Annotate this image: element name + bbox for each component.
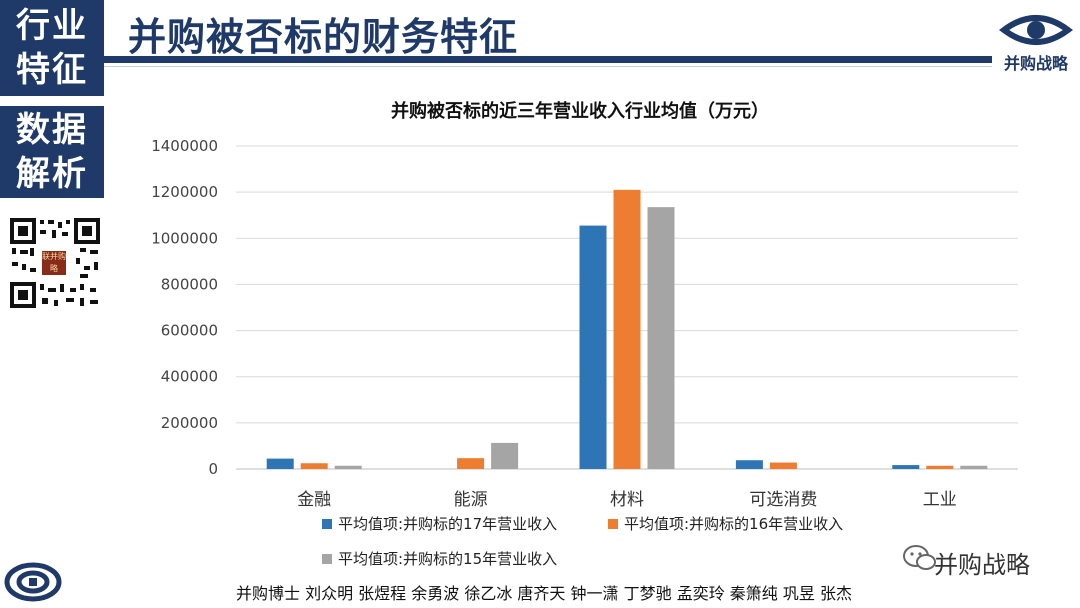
legend-label: 平均值项:并购标的16年营业收入	[624, 515, 843, 533]
legend-swatch	[608, 519, 618, 529]
sidebar-box-industry-line2: 特征	[16, 50, 88, 90]
legend-label: 平均值项:并购标的15年营业收入	[338, 550, 557, 568]
x-category-label: 金融	[297, 490, 331, 510]
x-category-label: 工业	[923, 490, 957, 510]
bar	[613, 189, 641, 470]
bars	[266, 189, 988, 470]
y-tick-label: 1400000	[151, 137, 218, 155]
x-category-label: 可选消费	[749, 490, 817, 510]
legend-swatch	[322, 519, 332, 529]
y-tick-label: 800000	[161, 275, 218, 293]
legend-label: 平均值项:并购标的17年营业收入	[338, 515, 557, 533]
wechat-account-label: 并购战略	[934, 551, 1030, 579]
y-tick-label: 200000	[161, 414, 218, 432]
logo-text: 并购战略	[1003, 54, 1068, 73]
header-rule	[104, 56, 992, 63]
x-category-label: 能源	[454, 490, 488, 510]
bar	[647, 207, 675, 469]
x-category-label: 材料	[610, 490, 644, 510]
sidebar-box-data-line1: 数据	[16, 110, 88, 150]
bar	[769, 462, 797, 469]
sidebar-box-data-line2: 解析	[16, 154, 88, 194]
qr-badge-seal: 联并购略	[42, 251, 66, 275]
y-tick-label: 600000	[161, 322, 218, 340]
page-title: 并购被否标的财务特征	[128, 15, 519, 59]
bar	[334, 465, 362, 469]
bar	[735, 460, 763, 469]
bar	[457, 458, 485, 469]
wechat-icon	[903, 545, 936, 570]
sidebar-box-industry-line1: 行业	[16, 6, 88, 46]
legend: 平均值项:并购标的17年营业收入 平均值项:并购标的16年营业收入平均值项:并购标…	[322, 515, 843, 568]
sidebar-box-data: 数据 解析	[0, 106, 104, 198]
author-credits: 并购博士 刘众明 张煜程 余勇波 徐乙冰 唐齐天 钟一潇 丁梦驰 孟奕玲 秦箫纯…	[236, 584, 852, 603]
bar	[926, 465, 954, 469]
circle-logo-icon	[4, 562, 62, 602]
y-tick-label: 1000000	[151, 229, 218, 247]
y-tick-label: 0	[208, 460, 218, 478]
bar	[266, 458, 294, 469]
qr-code-icon	[10, 218, 100, 308]
category-labels: 金融 能源 材料 可选消费 工业	[297, 490, 957, 510]
bar	[960, 465, 988, 469]
bar	[300, 463, 328, 469]
chart-title: 并购被否标的近三年营业收入行业均值（万元）	[391, 100, 769, 122]
sidebar-box-industry: 行业 特征	[0, 0, 104, 96]
eye-logo-icon	[998, 15, 1074, 45]
bar	[579, 225, 607, 469]
bar	[892, 465, 920, 469]
y-tick-label: 400000	[161, 368, 218, 386]
bar	[491, 442, 519, 469]
y-axis-ticks: 0 200000 400000 600000 800000 1000000 1200000 1…	[151, 137, 218, 478]
legend-swatch	[322, 554, 332, 564]
header-rule-thin	[104, 66, 992, 67]
y-tick-label: 1200000	[151, 183, 218, 201]
